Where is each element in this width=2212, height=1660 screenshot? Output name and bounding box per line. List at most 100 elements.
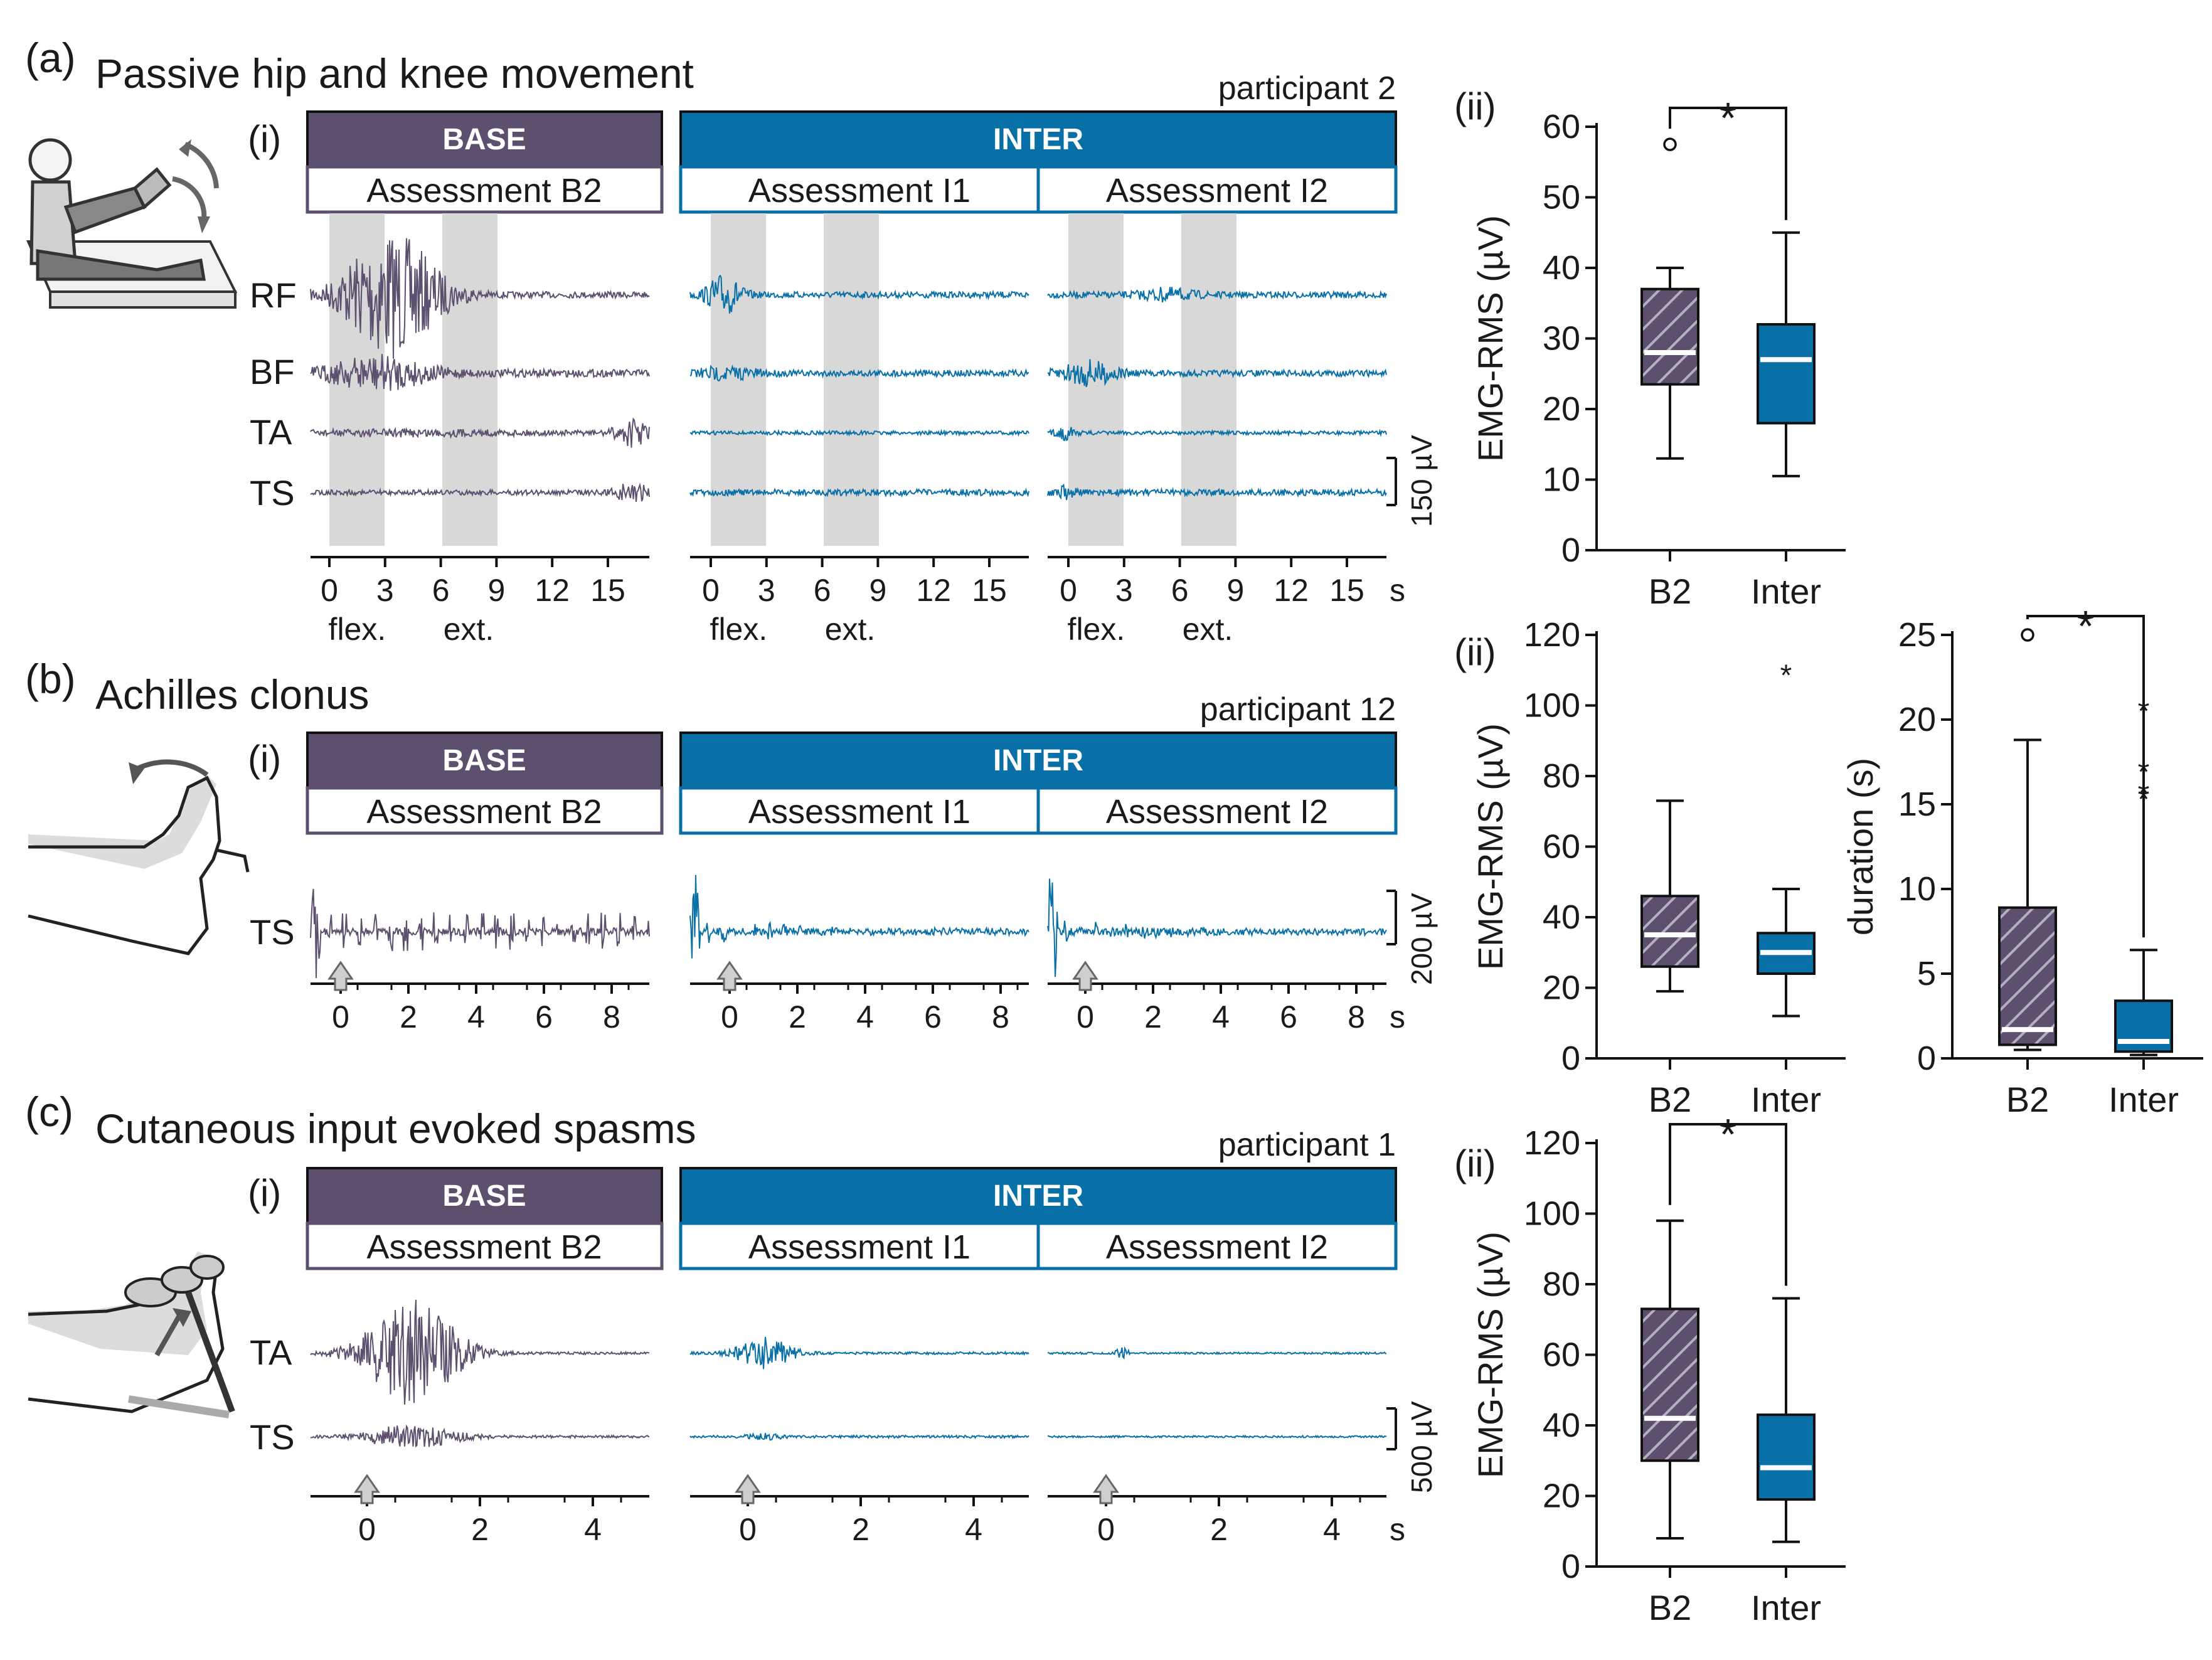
significance-bracket — [1669, 107, 1787, 220]
emg-trace — [689, 875, 1029, 959]
y-tick-label: 25 — [1898, 616, 1936, 654]
box-b2 — [1998, 906, 2057, 1046]
x-category-label: Inter — [1751, 1080, 1821, 1119]
panel-b: (b) Achilles clonus participant 12 (i) B… — [25, 656, 1438, 1035]
inter-header-b — [679, 732, 1397, 789]
box-inter — [2114, 999, 2173, 1053]
inter-header-label: INTER — [993, 123, 1083, 156]
hip-knee-illustration — [26, 138, 238, 309]
time-tick-label: 9 — [487, 573, 505, 608]
channel-label-ts: TS — [250, 473, 295, 513]
phase-label: flex. — [1068, 612, 1125, 647]
time-tick-label: 3 — [1115, 573, 1133, 608]
x-category-label: B2 — [1649, 572, 1692, 611]
y-tick-label: 0 — [1561, 1040, 1580, 1077]
time-unit-label: s — [1390, 573, 1405, 608]
emg-trace — [689, 364, 1029, 381]
x-category-label: B2 — [1649, 1080, 1692, 1119]
emg-trace — [1047, 427, 1387, 442]
time-tick-label: 0 — [739, 1512, 757, 1547]
stimulus-arrow — [354, 1474, 380, 1504]
scale-bar-b-label: 200 µV — [1405, 893, 1438, 985]
channel-label-ts-b: TS — [250, 912, 295, 952]
emg-trace — [1047, 1434, 1387, 1439]
significance-bracket — [2026, 615, 2145, 938]
time-tick-label: 0 — [1097, 1512, 1115, 1547]
time-tick-label: 4 — [1212, 999, 1230, 1035]
time-tick-label: 8 — [992, 999, 1009, 1035]
base-header-c — [306, 1167, 663, 1225]
time-axes-a: 0 3 6 9 12 15 flex. ext. 0 3 6 9 12 15 flex. ext. 0 3 6 9 12… — [311, 556, 1405, 647]
panel-a: (a) Passive hip and knee movement partic… — [25, 35, 1438, 647]
y-tick-label: 80 — [1543, 757, 1580, 795]
emg-trace — [689, 428, 1029, 437]
emg-trace — [310, 354, 650, 391]
stimulus-arrow — [735, 1474, 761, 1504]
emg-traces-b — [310, 875, 1387, 979]
base-header-c-label: BASE — [442, 1179, 526, 1213]
y-tick-label: 40 — [1543, 898, 1580, 936]
time-tick-label: 15 — [1329, 573, 1364, 608]
outlier-circle — [2021, 628, 2034, 642]
time-tick-label: 6 — [1280, 999, 1297, 1035]
stimulus-arrow — [1093, 1474, 1119, 1504]
y-tick-label: 0 — [1917, 1040, 1936, 1077]
phase-label: flex. — [329, 612, 386, 647]
time-tick-label: 12 — [1273, 573, 1309, 608]
panel-a-sub-i: (i) — [248, 118, 281, 160]
time-tick-label: 0 — [332, 999, 349, 1035]
time-tick-label: 12 — [534, 573, 570, 608]
panel-b-sub-ii: (ii) — [1454, 631, 1496, 673]
panel-c-sub-i: (i) — [248, 1172, 281, 1214]
emg-trace — [1047, 287, 1387, 302]
y-axis-label: EMG-RMS (µV) — [1470, 1232, 1510, 1478]
box-b2 — [1640, 1307, 1699, 1462]
box-inter — [1757, 1413, 1816, 1501]
base-header-b-label: BASE — [442, 744, 526, 777]
time-unit-label: s — [1390, 999, 1405, 1035]
scale-bar-c-label: 500 µV — [1405, 1401, 1438, 1493]
base-header — [306, 110, 663, 168]
y-tick-label: 10 — [1898, 870, 1936, 908]
panel-c-participant: participant 1 — [1218, 1127, 1396, 1163]
outlier-circle — [1663, 137, 1677, 151]
assessment-i1-label-b: Assessment I1 — [748, 793, 970, 831]
x-category-label: Inter — [2108, 1080, 2179, 1119]
base-header-b — [306, 732, 663, 789]
base-assessment-box — [306, 165, 664, 214]
box-b2 — [1640, 895, 1699, 968]
inter-header — [679, 110, 1397, 168]
emg-trace — [689, 1432, 1029, 1441]
time-tick-label: 0 — [1077, 999, 1094, 1035]
y-tick-label: 30 — [1543, 320, 1580, 358]
y-tick-label: 60 — [1543, 828, 1580, 866]
time-tick-label: 2 — [471, 1512, 489, 1547]
y-tick-label: 10 — [1543, 461, 1580, 499]
emg-trace — [689, 274, 1029, 314]
time-tick-label: 2 — [1144, 999, 1162, 1035]
boxplot-emg-rms-c: 0 20 40 60 80 100 120 EMG-RMS (µV) B2 Inter * — [1470, 1110, 1846, 1627]
y-tick-label: 5 — [1917, 955, 1936, 992]
time-tick-label: 0 — [1060, 573, 1077, 608]
panel-c-title: Cutaneous input evoked spasms — [95, 1105, 696, 1152]
time-tick-label: 0 — [721, 999, 738, 1035]
time-tick-label: 8 — [1348, 999, 1365, 1035]
panel-a-sub-ii: (ii) — [1454, 85, 1496, 127]
channel-label-rf: RF — [250, 275, 297, 315]
emg-trace — [310, 417, 650, 448]
y-axis-label: EMG-RMS (µV) — [1470, 215, 1510, 462]
emg-trace — [1047, 878, 1387, 977]
y-tick-label: 120 — [1524, 1124, 1580, 1162]
time-tick-label: 2 — [400, 999, 417, 1035]
significance-star: * — [2077, 602, 2094, 651]
channel-label-ta: TA — [250, 412, 292, 452]
time-tick-label: 2 — [852, 1512, 869, 1547]
phase-label: flex. — [710, 612, 768, 647]
emg-trace — [1047, 359, 1387, 388]
stimulus-arrow — [1072, 960, 1098, 991]
phase-label: ext. — [825, 612, 876, 647]
time-tick-label: 4 — [1323, 1512, 1341, 1547]
significance-star: * — [1720, 93, 1736, 142]
outlier-star: * — [1780, 659, 1792, 692]
